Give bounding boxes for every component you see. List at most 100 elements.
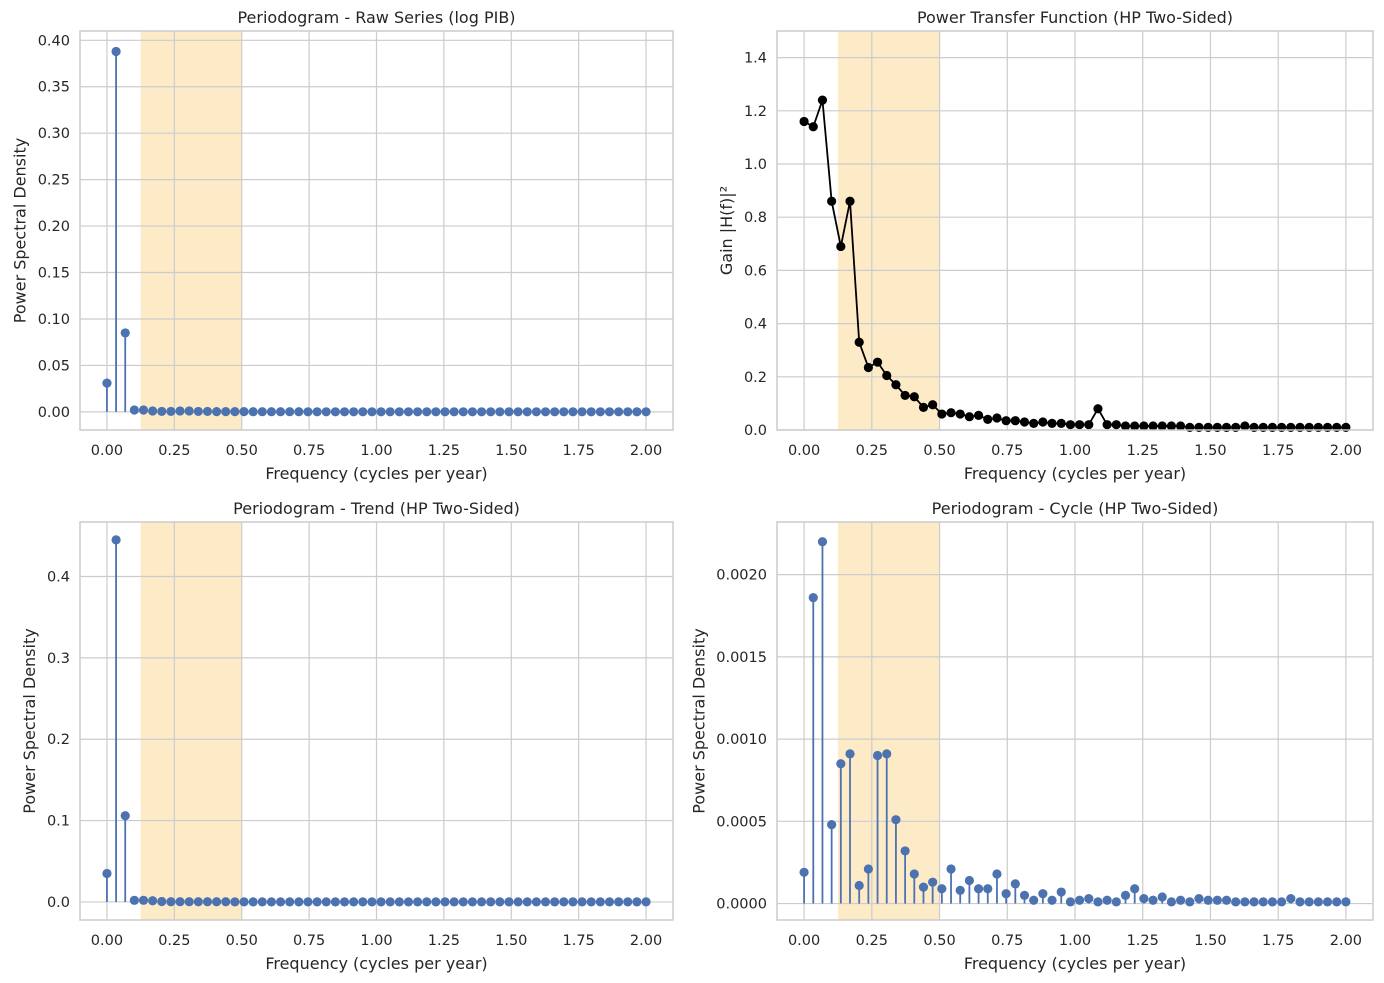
data-point [1212,895,1222,905]
data-point [467,407,478,417]
data-point [212,897,222,907]
x-axis-label: Frequency (cycles per year) [265,464,487,483]
y-axis-label: Gain |H(f)|² [717,186,736,275]
data-point [175,897,185,907]
chart-title: Periodogram - Trend (HP Two-Sided) [233,499,520,518]
data-point [799,116,809,127]
data-point [1001,416,1011,426]
data-point [257,897,267,907]
data-point [166,406,176,417]
data-point [1277,897,1287,907]
data-point [385,897,395,907]
data-point [476,897,487,907]
data-point [294,897,304,907]
x-tick-label: 1.00 [360,443,392,459]
data-point [202,897,213,907]
data-point [1157,421,1167,431]
data-point [983,414,993,424]
data-point [614,407,624,417]
data-point [376,897,386,907]
data-point [632,897,642,907]
x-tick-label: 0.00 [91,933,123,949]
data-point [817,537,828,547]
data-point [486,897,496,907]
data-point [946,408,956,418]
data-point [1249,897,1259,907]
data-point [586,897,596,907]
data-marks [799,537,1351,907]
data-point [604,407,615,417]
data-point [808,122,818,132]
x-tick-label: 0.25 [856,443,888,459]
data-point [568,897,578,907]
data-point [239,897,249,907]
data-point [202,406,213,417]
highlight-band [837,522,940,920]
data-point [577,407,587,417]
data-point [285,407,295,417]
data-point [1130,884,1140,894]
data-point [1102,420,1112,430]
data-point [303,897,313,907]
data-point [799,867,809,877]
data-point [303,407,313,417]
data-point [458,897,468,907]
data-point [1176,421,1186,431]
data-point [1019,417,1030,427]
data-point [349,407,359,417]
x-tick-label: 0.50 [226,443,258,459]
data-point [550,407,560,417]
tick-labels: 0.00 0.25 0.50 0.75 1.00 1.25 1.50 1.75 2.00 0.00… [716,568,1362,949]
y-tick-label: 1.0 [744,157,767,173]
data-marks [102,535,651,907]
data-point [1084,894,1094,904]
x-tick-label: 1.75 [563,443,595,459]
data-point [1029,418,1039,428]
data-point [559,897,569,907]
x-tick-label: 0.00 [788,443,820,459]
data-point [422,897,432,907]
data-point [1074,420,1085,430]
data-point [504,407,514,417]
plot-frame [79,521,674,921]
x-tick-label: 2.00 [630,443,662,459]
data-point [467,897,478,907]
data-point [1258,897,1268,907]
data-point [1341,897,1351,907]
data-point [1111,897,1121,907]
data-point [275,407,286,417]
x-tick-label: 1.75 [563,933,595,949]
data-point [376,407,386,417]
data-point [1093,404,1103,414]
data-point [854,337,864,347]
data-point [166,897,176,907]
x-tick-label: 1.75 [1262,933,1294,949]
data-point [358,897,368,907]
data-point [983,884,993,894]
data-point [1102,895,1112,905]
data-point [808,593,818,603]
data-point [937,884,947,894]
x-axis-label: Frequency (cycles per year) [964,464,1186,483]
x-tick-label: 1.25 [428,933,460,949]
highlight-band [140,31,242,430]
data-point [230,407,240,417]
data-point [403,407,414,417]
y-tick-label: 0.4 [744,317,767,333]
y-tick-label: 0.00 [38,405,70,421]
data-point [595,897,605,907]
data-point [632,407,642,417]
data-point [964,875,974,886]
data-point [330,407,340,417]
panel-trend: 0.00 0.25 0.50 0.75 1.00 1.25 1.50 1.75 2.00 0.0 0… [20,499,674,973]
data-point [1074,895,1085,905]
x-tick-label: 0.50 [226,933,258,949]
data-point [294,407,304,417]
y-tick-label: 0.0 [47,895,70,911]
data-point [1176,895,1186,905]
data-point [1010,879,1020,889]
data-point [349,897,359,907]
x-tick-label: 0.25 [158,443,190,459]
y-tick-label: 0.2 [47,732,70,748]
